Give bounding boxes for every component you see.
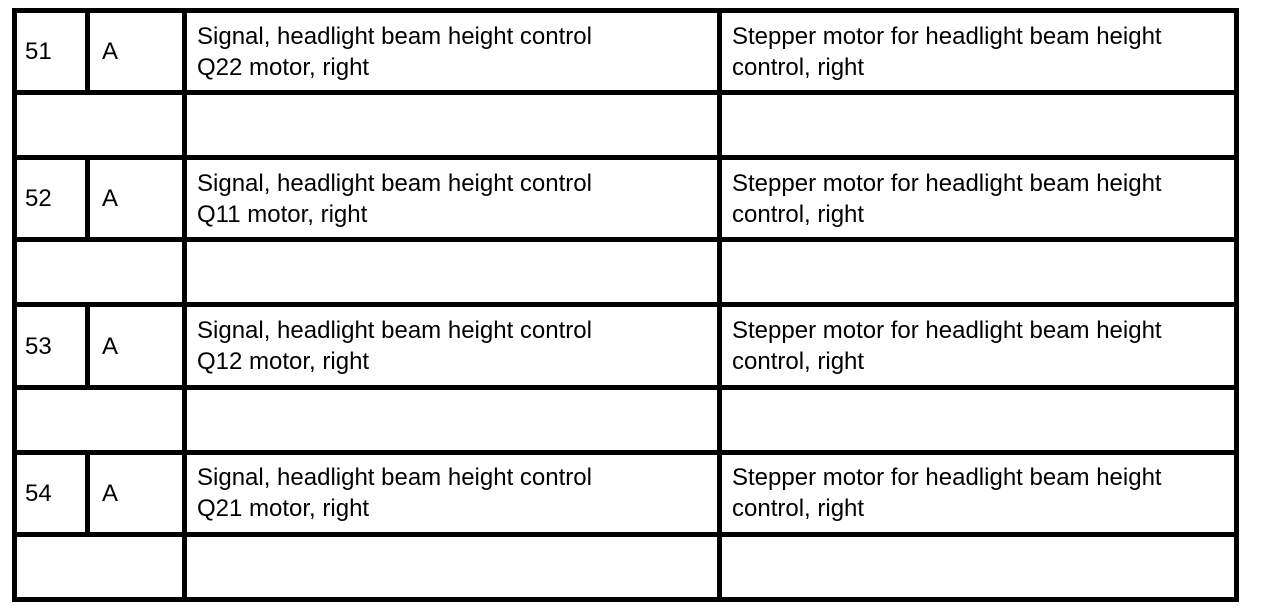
component-description-cell: Stepper motor for headlight beam height … [717, 302, 1239, 390]
signal-description-line-1: Signal, headlight beam height control [197, 317, 592, 345]
empty-cell [182, 237, 722, 308]
empty-cell [182, 384, 722, 455]
signal-type-cell: A [85, 155, 187, 243]
signal-description-line-2: Q21 motor, right [197, 495, 370, 523]
signal-description-line-2: Q12 motor, right [197, 348, 370, 376]
signal-description-line-2: Q22 motor, right [197, 53, 370, 81]
spacer-row [12, 90, 1239, 161]
empty-cell [12, 531, 187, 603]
empty-cell [717, 384, 1239, 455]
spacer-row [12, 531, 1239, 603]
component-description-line-2: control, right [732, 200, 865, 228]
pin-number-cell: 51 [12, 7, 90, 96]
signal-description-cell: Signal, headlight beam height control Q1… [182, 155, 722, 243]
spacer-row [12, 237, 1239, 308]
signal-description-line-2: Q11 motor, right [197, 200, 368, 228]
pin-number-cell: 54 [12, 449, 90, 537]
empty-cell [12, 237, 187, 308]
pin-number: 52 [25, 185, 52, 213]
signal-description-line-1: Signal, headlight beam height control [197, 464, 592, 492]
pin-number-cell: 52 [12, 155, 90, 243]
signal-description-cell: Signal, headlight beam height control Q1… [182, 302, 722, 390]
component-description-line-1: Stepper motor for headlight beam height [732, 317, 1162, 345]
signal-description-cell: Signal, headlight beam height control Q2… [182, 7, 722, 96]
component-description-line-1: Stepper motor for headlight beam height [732, 169, 1162, 197]
pin-assignment-table: 51 A Signal, headlight beam height contr… [12, 7, 1239, 603]
table-row: 53 A Signal, headlight beam height contr… [12, 302, 1239, 390]
pin-number: 54 [25, 479, 52, 507]
component-description-line-1: Stepper motor for headlight beam height [732, 22, 1162, 50]
empty-cell [12, 90, 187, 161]
component-description-cell: Stepper motor for headlight beam height … [717, 7, 1239, 96]
pin-number: 53 [25, 332, 52, 360]
table-row: 54 A Signal, headlight beam height contr… [12, 449, 1239, 537]
empty-cell [182, 531, 722, 603]
signal-type-cell: A [85, 449, 187, 537]
pin-number: 51 [25, 38, 52, 66]
empty-cell [717, 237, 1239, 308]
table-row: 51 A Signal, headlight beam height contr… [12, 7, 1239, 96]
signal-type-cell: A [85, 302, 187, 390]
component-description-line-1: Stepper motor for headlight beam height [732, 464, 1162, 492]
empty-cell [717, 531, 1239, 603]
spacer-row [12, 384, 1239, 455]
pin-number-cell: 53 [12, 302, 90, 390]
signal-type-cell: A [85, 7, 187, 96]
component-description-cell: Stepper motor for headlight beam height … [717, 155, 1239, 243]
component-description-line-2: control, right [732, 495, 865, 523]
signal-type: A [102, 479, 119, 507]
signal-type: A [102, 332, 119, 360]
component-description-line-2: control, right [732, 348, 865, 376]
component-description-cell: Stepper motor for headlight beam height … [717, 449, 1239, 537]
signal-type: A [102, 38, 119, 66]
signal-description-line-1: Signal, headlight beam height control [197, 22, 592, 50]
empty-cell [12, 384, 187, 455]
signal-description-cell: Signal, headlight beam height control Q2… [182, 449, 722, 537]
signal-type: A [102, 185, 119, 213]
component-description-line-2: control, right [732, 53, 865, 81]
table-row: 52 A Signal, headlight beam height contr… [12, 155, 1239, 243]
empty-cell [717, 90, 1239, 161]
empty-cell [182, 90, 722, 161]
signal-description-line-1: Signal, headlight beam height control [197, 169, 592, 197]
